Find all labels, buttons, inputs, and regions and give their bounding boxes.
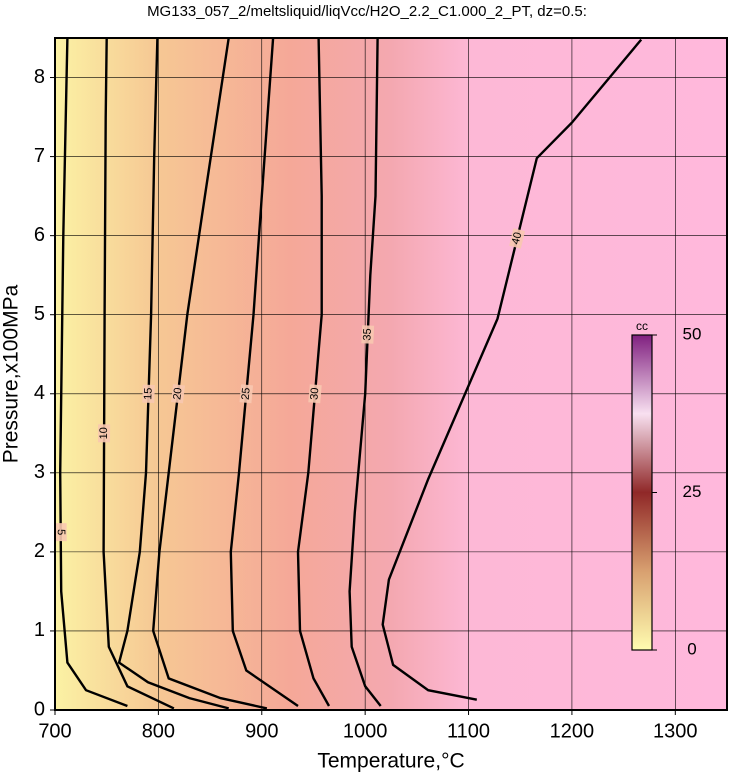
plot-frame [54, 37, 728, 711]
y-axis-label: Pressure,x100MPa [0, 284, 23, 463]
contour-line [229, 37, 299, 707]
x-tick-label: 800 [142, 720, 175, 742]
contour-label-group: 40 [509, 228, 526, 249]
y-tick-label: 1 [34, 619, 45, 641]
contour-label: 15 [142, 387, 154, 400]
x-tick-label: 1000 [343, 720, 388, 742]
contour-label-group: 25 [239, 384, 254, 404]
contour-label-bg [171, 384, 186, 404]
colorbar [631, 334, 653, 651]
x-tick-label: 700 [38, 720, 71, 742]
x-tick-label: 1100 [447, 720, 490, 742]
colorbar-tick-label: 0 [687, 639, 696, 658]
y-tick-label: 2 [34, 540, 45, 562]
contour-label: 35 [361, 328, 374, 341]
contour-line [151, 37, 268, 710]
contour-line [296, 37, 331, 707]
colorbar-tick-label: 50 [683, 324, 702, 343]
y-tick-label: 7 [34, 145, 45, 167]
y-tick-label: 0 [34, 698, 45, 720]
y-tick-label: 8 [34, 66, 45, 88]
contour-label: 40 [510, 231, 525, 246]
chart-title: MG133_057_2/meltsliquid/liqVcc/H2O_2.2_C… [147, 3, 587, 20]
contour-label-bg [98, 424, 111, 443]
x-tick-label: 1300 [653, 720, 698, 742]
colorbar-label: cc [636, 319, 648, 333]
y-tick-label: 6 [34, 224, 45, 246]
contour-line [102, 37, 175, 710]
y-tick-label: 5 [34, 303, 45, 325]
y-tick-label: 3 [34, 461, 45, 483]
y-tick-label: 4 [34, 382, 45, 404]
contour-label-bg [54, 523, 67, 542]
contour-label: 10 [98, 427, 110, 439]
contour-label-bg [361, 325, 375, 344]
plot-background [55, 38, 727, 710]
contour-label-group: 30 [308, 384, 322, 404]
colorbar-tick-label: 25 [683, 482, 702, 501]
contour-label-bg [142, 384, 155, 403]
contour-label-bg [239, 384, 254, 404]
contour-line [381, 38, 643, 701]
contour-label-bg [308, 384, 322, 404]
contour-label: 20 [171, 387, 184, 401]
contour-line [348, 37, 382, 707]
contour-label: 30 [308, 387, 321, 400]
contour-label-group: 10 [98, 424, 111, 443]
x-tick-label: 1200 [550, 720, 595, 742]
x-tick-label: 900 [245, 720, 278, 742]
contour-label-group: 35 [361, 325, 375, 344]
contour-label-group: 15 [142, 384, 155, 403]
contour-label-bg [509, 228, 526, 249]
contour-label-group: 5 [54, 523, 67, 542]
contour-label: 25 [240, 387, 253, 400]
contour-line [58, 37, 128, 708]
contour-line [117, 37, 230, 710]
contour-label: 5 [55, 529, 67, 535]
x-axis-label: Temperature,°C [317, 750, 464, 773]
contour-label-group: 20 [171, 384, 186, 404]
